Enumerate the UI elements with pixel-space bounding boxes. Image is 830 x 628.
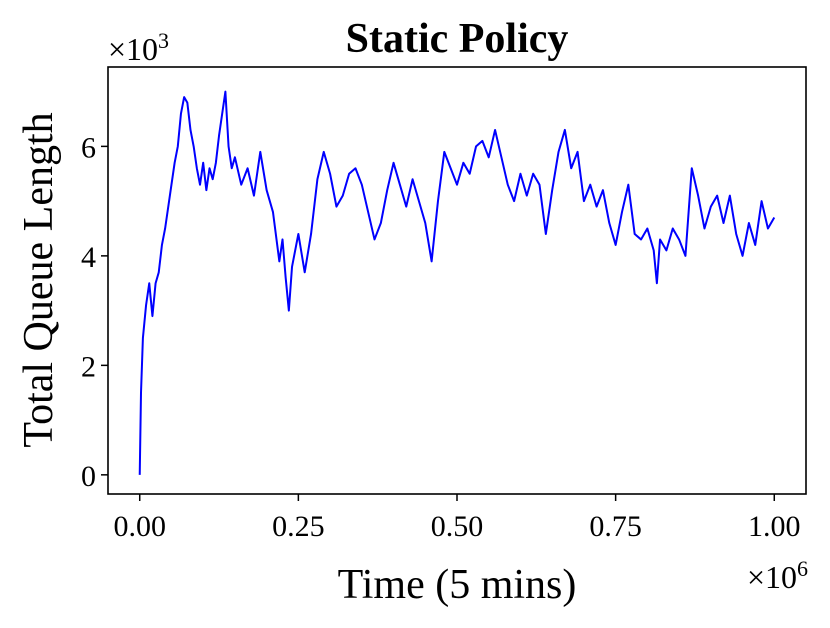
- plot-frame: [107, 66, 807, 495]
- x-tick-label: 0.00: [113, 510, 166, 543]
- y-tick-label: 0: [81, 460, 96, 493]
- y-axis-label: Total Queue Length: [16, 112, 62, 447]
- x-tick-label: 0.50: [431, 510, 484, 543]
- y-tick-label: 6: [81, 131, 96, 164]
- x-multiplier: ×106: [747, 556, 808, 596]
- x-axis-label: Time (5 mins): [338, 562, 577, 608]
- x-tick-label: 0.25: [272, 510, 325, 543]
- y-multiplier: ×103: [108, 28, 169, 68]
- x-tick-label: 1.00: [748, 510, 801, 543]
- data-line: [138, 90, 776, 475]
- x-tick-label: 0.75: [589, 510, 642, 543]
- y-tick-label: 4: [81, 241, 96, 274]
- chart-title: Static Policy: [346, 16, 569, 62]
- y-tick-label: 2: [81, 350, 96, 383]
